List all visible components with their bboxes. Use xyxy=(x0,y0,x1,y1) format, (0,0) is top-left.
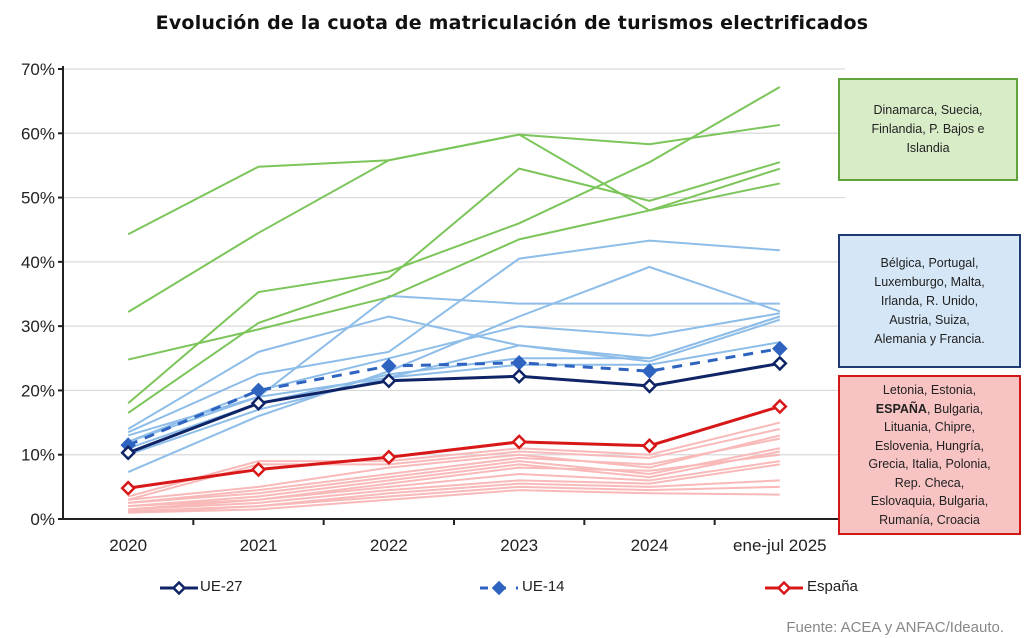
box-line: ESPAÑA, Bulgaria, xyxy=(868,400,990,419)
background-line-pink xyxy=(128,434,781,501)
y-tick-label: 30% xyxy=(21,317,55,336)
box-line: Eslovaquia, Bulgaria, xyxy=(870,494,989,508)
series-line-ue27 xyxy=(127,361,781,455)
legend-marker-ue14 xyxy=(491,580,507,596)
data-point-espana xyxy=(120,480,136,496)
y-tick-label: 40% xyxy=(21,253,55,272)
legend-marker-espana xyxy=(776,580,792,596)
series-line-ue14 xyxy=(127,347,781,447)
group-annotation-blue: Bélgica, Portugal, Luxemburgo, Malta, Ir… xyxy=(838,234,1021,368)
box-line: Rep. Checa, xyxy=(894,475,965,490)
source-note: Fuente: ACEA y ANFAC/Ideauto. xyxy=(786,619,1004,636)
box-line: Irlanda, R. Unido, xyxy=(880,293,979,308)
box-line-rest: , Bulgaria, xyxy=(926,401,984,416)
data-point-ue14 xyxy=(381,358,397,374)
group-annotation-red: Letonia, Estonia, ESPAÑA, Bulgaria, Litu… xyxy=(838,375,1021,535)
box-line: Letonia, Estonia, xyxy=(882,383,977,397)
box-line: Luxemburgo, Malta, xyxy=(874,274,985,289)
background-line-blue xyxy=(127,341,781,456)
box-line: Dinamarca, Suecia, xyxy=(873,103,983,117)
box-line: Lituania, Chipre, xyxy=(883,420,975,434)
box-line: Islandia xyxy=(906,141,950,155)
x-tick-label: 2023 xyxy=(500,536,538,555)
x-tick-label: 2020 xyxy=(109,536,147,555)
background-line-pink xyxy=(128,460,780,511)
legend-label-espana: España xyxy=(807,578,858,595)
legend-marker-ue27 xyxy=(171,580,187,596)
box-line: Alemania y Francia. xyxy=(874,331,985,346)
x-tick-label: 2021 xyxy=(240,536,278,555)
box-line: Finlandia, P. Bajos e xyxy=(871,122,985,136)
background-line-pink xyxy=(127,428,781,501)
box-line: Austria, Suiza, xyxy=(889,312,970,327)
data-point-ue27 xyxy=(381,373,397,389)
y-tick-label: 70% xyxy=(21,60,55,79)
legend-label-ue27: UE-27 xyxy=(200,578,243,595)
background-line-pink xyxy=(128,463,780,511)
box-line: Eslovenia, Hungría, xyxy=(874,438,985,453)
data-point-ue27 xyxy=(772,355,788,372)
chart-title: Evolución de la cuota de matriculación d… xyxy=(155,12,869,34)
data-point-ue14 xyxy=(772,340,788,357)
data-point-espana xyxy=(772,398,788,415)
data-point-espana xyxy=(511,434,527,450)
background-line-pink xyxy=(128,485,780,514)
background-line-green xyxy=(127,86,781,405)
box-line: Grecia, Italia, Polonia, xyxy=(868,457,991,471)
data-point-ue27 xyxy=(120,445,136,461)
data-point-ue27 xyxy=(511,368,527,385)
box-bold-espana: ESPAÑA xyxy=(875,401,927,416)
legend-label-ue14: UE-14 xyxy=(522,578,565,595)
x-tick-label: 2022 xyxy=(370,536,408,555)
background-line-pink xyxy=(128,437,781,504)
data-point-espana xyxy=(381,449,397,466)
background-line-blue xyxy=(127,294,780,437)
background-line-green xyxy=(127,133,781,313)
series-line-espana xyxy=(127,405,781,490)
background-line-green xyxy=(127,123,780,236)
y-tick-label: 0% xyxy=(30,510,55,529)
background-line-pink xyxy=(127,421,781,498)
x-tick-label: 2024 xyxy=(631,536,669,555)
background-line-blue xyxy=(127,265,781,473)
box-line: Rumanía, Croacia xyxy=(879,512,980,527)
background-line-pink xyxy=(128,450,781,508)
background-line-pink xyxy=(128,447,781,504)
background-line-green xyxy=(127,161,781,414)
box-line: Bélgica, Portugal, xyxy=(880,255,979,270)
data-point-ue14 xyxy=(641,363,658,379)
background-line-green xyxy=(127,182,781,361)
data-point-ue27 xyxy=(641,378,658,394)
data-point-espana xyxy=(250,461,267,478)
y-tick-label: 60% xyxy=(21,124,55,143)
background-line-blue xyxy=(127,315,781,430)
background-line-pink xyxy=(128,489,780,514)
background-line-blue xyxy=(127,239,780,434)
x-tick-label: ene-jul 2025 xyxy=(733,536,827,555)
data-point-espana xyxy=(641,437,658,454)
y-tick-label: 50% xyxy=(21,189,55,208)
group-annotation-green: Dinamarca, Suecia, Finlandia, P. Bajos e… xyxy=(838,78,1018,181)
y-tick-label: 10% xyxy=(21,446,55,465)
data-point-ue27 xyxy=(250,395,267,412)
y-tick-label: 20% xyxy=(21,381,55,400)
background-line-blue xyxy=(127,318,781,443)
